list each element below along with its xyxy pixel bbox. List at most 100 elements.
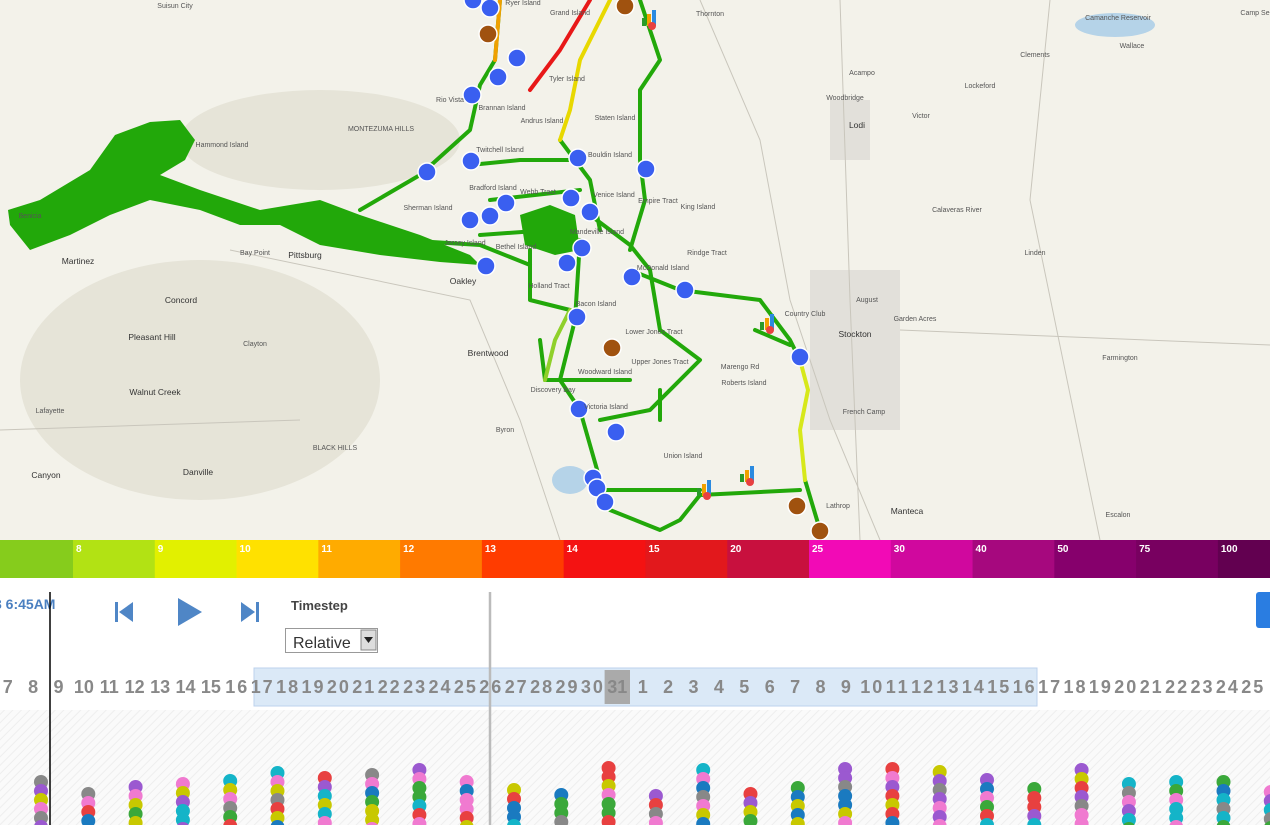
event-dot: [1123, 822, 1135, 825]
place-label: Empire Tract: [638, 198, 678, 205]
timestep-select[interactable]: Relative: [285, 628, 378, 653]
place-label: Holland Tract: [528, 283, 569, 290]
event-dot: [790, 817, 805, 825]
place-label: Victor: [912, 113, 930, 120]
place-label: Brentwood: [468, 348, 509, 358]
day-label: 21: [352, 677, 374, 697]
place-label: Camanche Reservoir: [1085, 15, 1151, 22]
event-dot: [177, 822, 189, 825]
skip-back-button[interactable]: [115, 602, 133, 622]
day-label: 7: [790, 677, 800, 697]
scale-label: 12: [403, 544, 415, 555]
place-label: Brannan Island: [478, 105, 525, 112]
day-label: 19: [1089, 677, 1111, 697]
day-label: 18: [276, 677, 298, 697]
place-label: Roberts Island: [721, 380, 766, 387]
place-label: Woodbridge: [826, 95, 864, 102]
day-label: 11: [100, 677, 119, 697]
event-dot: [412, 817, 427, 825]
place-label: Discovery Bay: [531, 387, 576, 394]
play-button[interactable]: [178, 598, 202, 626]
event-dot: [1264, 821, 1270, 825]
place-label: Pittsburg: [288, 250, 322, 260]
day-label: 18: [1064, 677, 1086, 697]
day-label: 11: [886, 677, 908, 697]
event-dot: [932, 819, 947, 825]
scale-swatch: [890, 540, 974, 578]
event-dot: [696, 817, 711, 825]
place-label: Thornton: [696, 11, 724, 18]
event-dot: [743, 814, 758, 825]
day-label: 10: [860, 677, 882, 697]
scale-label: 13: [485, 544, 497, 555]
place-label: Martinez: [62, 256, 95, 266]
day-label: 23: [403, 677, 425, 697]
scale-label: 20: [730, 544, 742, 555]
gauges: [478, 0, 830, 540]
place-label: Bradford Island: [469, 185, 517, 192]
day-label: 16: [1013, 677, 1035, 697]
scale-label: 11: [321, 544, 332, 555]
day-label: 20: [1114, 677, 1136, 697]
place-label: Country Club: [785, 311, 826, 318]
scale-swatch: [1136, 540, 1219, 578]
place-label: Garden Acres: [894, 316, 937, 323]
place-label: Marengo Rd: [721, 364, 760, 371]
day-label: 9: [53, 677, 63, 697]
place-label: Byron: [496, 427, 514, 434]
day-label: 27: [505, 677, 527, 697]
place-label: Concord: [165, 295, 197, 305]
place-label: Lockeford: [965, 83, 996, 90]
place-label: Danville: [183, 467, 214, 477]
timestep-label: Timestep: [291, 598, 348, 613]
map: Suisun City Ryer Island Grand Island Tho…: [0, 0, 1270, 540]
place-label: Upper Jones Tract: [631, 359, 688, 366]
day-label: 8: [815, 677, 825, 697]
scale-label: 25: [812, 544, 824, 555]
day-label: 4: [714, 677, 724, 697]
day-label: 22: [378, 677, 400, 697]
day-label: 14: [962, 677, 984, 697]
scale-label: 8: [76, 544, 82, 555]
scale-label: 75: [1139, 544, 1151, 555]
place-label: Bouldin Island: [588, 152, 632, 159]
day-label: 28: [530, 677, 552, 697]
event-dot: [459, 820, 474, 825]
water: [552, 13, 1155, 494]
place-label: Benicia: [19, 213, 42, 220]
selected-range: [253, 667, 1038, 707]
day-label: 2: [663, 677, 673, 697]
timeline-days: 7 8 9 10 11 12 13 14 15 16 17 18 19 20 21 22 23 24 25 26 27 2…: [3, 670, 1263, 704]
scale-swatch: [236, 540, 320, 578]
side-button[interactable]: [1256, 592, 1270, 628]
scale-swatch: [727, 540, 810, 578]
place-label: Camp Se: [1240, 10, 1269, 17]
day-label: 16: [225, 677, 247, 697]
scale-swatch: [563, 540, 647, 578]
day-label: 30: [581, 677, 603, 697]
place-label: Lathrop: [826, 503, 850, 510]
day-label: 9: [841, 677, 851, 697]
place-label: Rio Vista: [436, 97, 464, 104]
event-dot: [128, 816, 143, 825]
place-label: Lower Jones Tract: [625, 329, 682, 336]
skip-forward-button[interactable]: [241, 602, 259, 622]
scale-label: 15: [648, 544, 660, 555]
place-label: Escalon: [1106, 512, 1131, 519]
place-label: Grand Island: [550, 10, 590, 17]
day-label: 29: [556, 677, 578, 697]
selected-day: [604, 670, 630, 704]
scale-swatch: [1217, 540, 1270, 578]
scale-label: 10: [240, 544, 252, 555]
event-dots: [34, 761, 1270, 825]
place-label: Twitchell Island: [476, 147, 524, 154]
place-label: Rindge Tract: [687, 250, 727, 257]
place-label: Clements: [1020, 52, 1050, 59]
day-label: 13: [937, 677, 959, 697]
place-label: Acampo: [849, 70, 875, 77]
place-label: Lodi: [849, 120, 865, 130]
scale-swatch: [645, 540, 729, 578]
event-dot: [648, 816, 663, 825]
place-label: Lafayette: [36, 408, 65, 415]
